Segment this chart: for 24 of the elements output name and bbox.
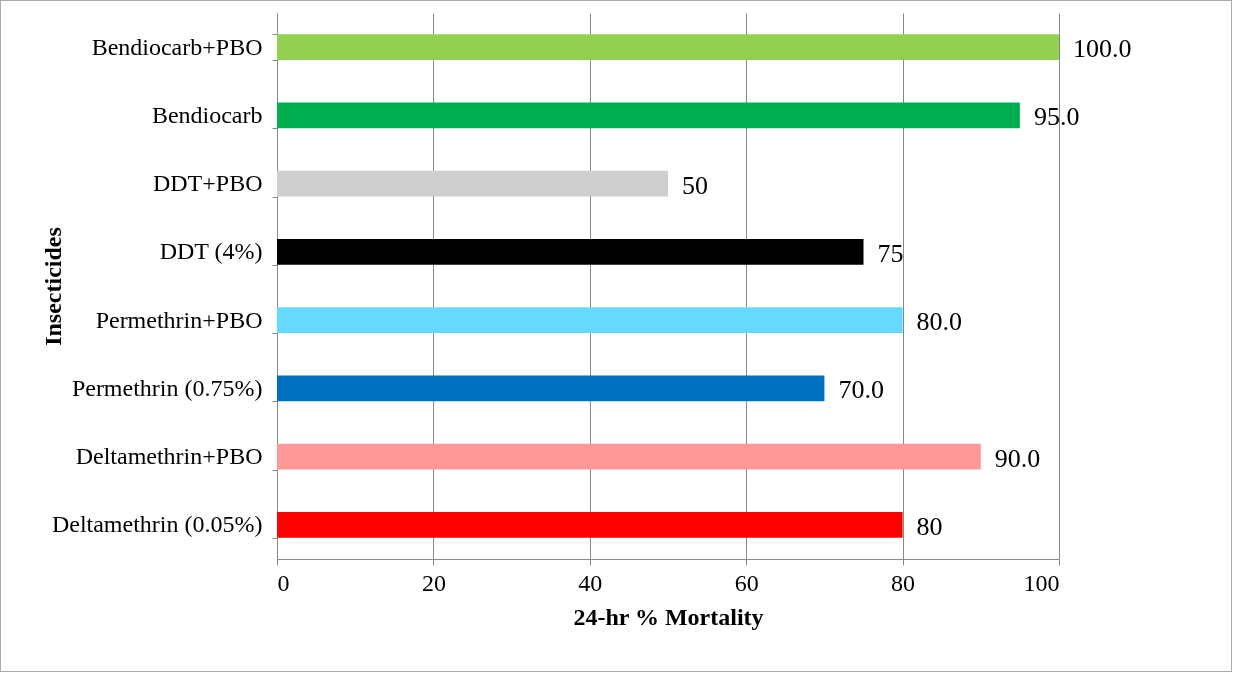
x-tick-label: 100	[1023, 569, 1060, 596]
y-tick-label: Bendiocarb	[151, 101, 263, 128]
data-label: 75	[877, 238, 904, 268]
y-tick-label: Deltamethrin (0.05%)	[51, 511, 263, 538]
data-label: 80.0	[916, 307, 963, 337]
y-axis-title: Insecticides	[39, 227, 66, 346]
y-tick-label: Permethrin+PBO	[95, 306, 263, 333]
y-tick-label: DDT (4%)	[159, 238, 263, 265]
x-tick-label: 80	[891, 569, 916, 596]
x-axis-title: 24-hr % Mortality	[573, 603, 764, 630]
data-label: 70.0	[838, 375, 884, 405]
x-tick-label: 0	[277, 569, 290, 596]
y-tick-label: Deltamethrin+PBO	[75, 443, 263, 470]
data-label: 95.0	[1033, 102, 1080, 132]
x-tick-label: 40	[578, 569, 603, 596]
data-label: 100.0	[1073, 34, 1132, 64]
x-tick-label: 20	[421, 569, 446, 596]
y-tick-label: Permethrin (0.75%)	[71, 374, 263, 401]
data-label: 50	[682, 170, 708, 200]
y-tick-label: DDT+PBO	[152, 170, 263, 197]
y-tick-label: Bendiocarb+PBO	[91, 33, 263, 60]
data-label: 90.0	[994, 443, 1041, 473]
x-tick-label: 60	[734, 569, 759, 596]
data-label: 80	[916, 511, 943, 541]
